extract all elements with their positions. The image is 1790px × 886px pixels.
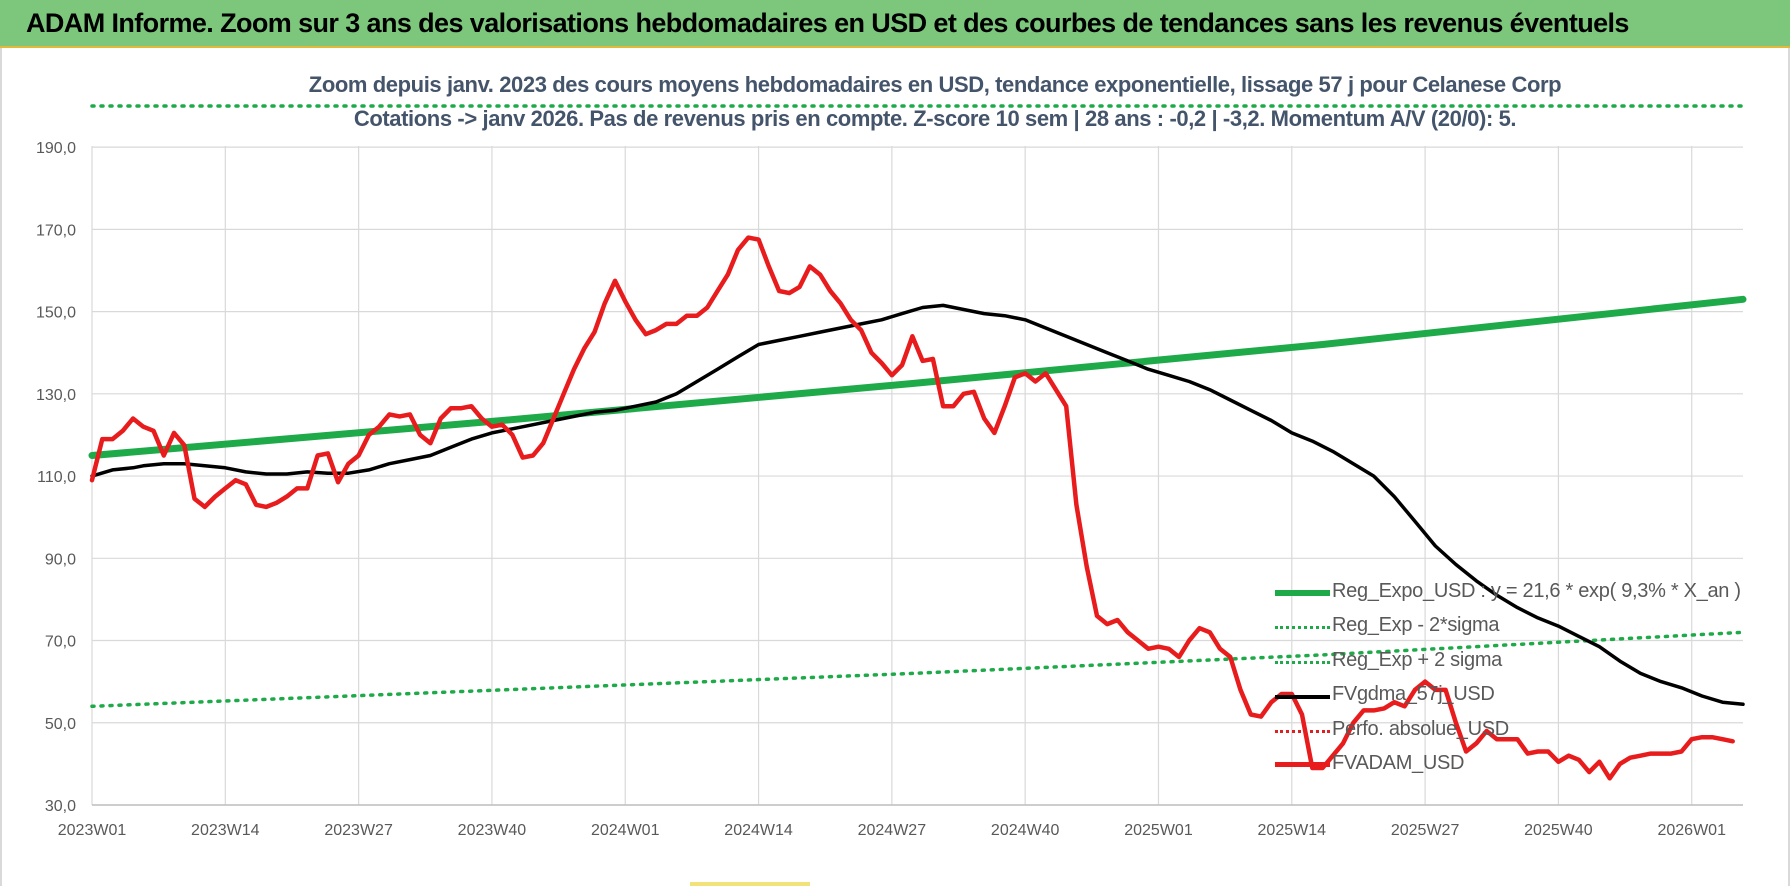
y-tick-label: 190,0 xyxy=(36,140,76,157)
legend-swatch-reg-expo xyxy=(1275,590,1330,596)
y-tick-label: 90,0 xyxy=(45,551,76,568)
x-tick-label: 2024W40 xyxy=(991,822,1060,839)
legend-swatch-reg-exp-plus xyxy=(1275,660,1330,664)
x-tick-label: 2026W01 xyxy=(1657,822,1726,839)
chart-frame xyxy=(0,48,1790,886)
y-tick-label: 110,0 xyxy=(37,469,76,486)
series-fvgdma-line xyxy=(90,303,1745,707)
chart-title: Zoom depuis janv. 2023 des cours moyens … xyxy=(308,72,1562,97)
x-tick-label: 2023W27 xyxy=(324,822,393,839)
legend-item-reg-exp-plus: Reg_Exp + 2 sigma xyxy=(1275,647,1775,681)
chart-series xyxy=(88,104,1747,781)
legend-item-fvgdma: FVgdma_57j_USD xyxy=(1275,681,1775,715)
chart-subtitle: Cotations -> janv 2026. Pas de revenus p… xyxy=(353,106,1517,131)
x-tick-label: 2023W40 xyxy=(458,822,527,839)
legend-swatch-perfo xyxy=(1275,729,1330,733)
series-reg-expo-line xyxy=(88,295,1747,459)
legend-item-perfo: Perfo. absolue_USD xyxy=(1275,716,1775,750)
y-tick-label: 130,0 xyxy=(36,387,76,404)
legend-label-reg-exp-plus: Reg_Exp + 2 sigma xyxy=(1332,648,1502,671)
x-tick-label: 2025W14 xyxy=(1258,822,1327,839)
legend-label-reg-exp-minus: Reg_Exp - 2*sigma xyxy=(1332,614,1500,637)
report-title: ADAM Informe. Zoom sur 3 ans des valoris… xyxy=(26,8,1629,38)
legend-label-perfo: Perfo. absolue_USD xyxy=(1332,717,1509,740)
x-tick-label: 2025W01 xyxy=(1124,822,1193,839)
y-tick-label: 150,0 xyxy=(36,305,76,322)
x-axis-ticks: 2023W01 2023W14 2023W27 2023W40 2024W01 2024W… xyxy=(58,822,1726,839)
x-tick-label: 2024W27 xyxy=(858,822,927,839)
legend-label-reg-expo: Reg_Expo_USD : y = 21,6 * exp( 9,3% * X_… xyxy=(1332,580,1741,602)
y-tick-label: 30,0 xyxy=(45,798,76,815)
legend-swatch-fvadam xyxy=(1275,761,1330,767)
chart-grid xyxy=(91,146,1743,806)
x-tick-label: 2023W14 xyxy=(191,822,260,839)
series-reg-exp-minus-line xyxy=(90,630,1745,709)
x-tick-label: 2025W40 xyxy=(1524,822,1593,839)
y-axis-ticks: 30,0 50,0 70,0 90,0 110,0 130,0 150,0 170,0 190,… xyxy=(36,140,76,815)
bottom-accent-strip xyxy=(690,882,810,886)
legend-item-reg-expo: Reg_Expo_USD : y = 21,6 * exp( 9,3% * X_… xyxy=(1275,578,1775,612)
x-tick-label: 2025W27 xyxy=(1391,822,1460,839)
series-fvadam-line xyxy=(89,235,1735,781)
legend-item-fvadam: FVADAM_USD xyxy=(1275,750,1775,784)
chart-legend: Reg_Expo_USD : y = 21,6 * exp( 9,3% * X_… xyxy=(1275,578,1775,784)
report-header: ADAM Informe. Zoom sur 3 ans des valoris… xyxy=(0,0,1790,48)
x-tick-label: 2023W01 xyxy=(58,822,127,839)
legend-swatch-fvgdma xyxy=(1275,695,1330,700)
x-tick-label: 2024W14 xyxy=(724,822,793,839)
legend-item-reg-exp-minus: Reg_Exp - 2*sigma xyxy=(1275,612,1775,646)
legend-label-fvadam: FVADAM_USD xyxy=(1332,751,1465,774)
legend-label-fvgdma: FVgdma_57j_USD xyxy=(1332,683,1495,706)
legend-swatch-reg-exp-minus xyxy=(1275,626,1330,630)
y-tick-label: 50,0 xyxy=(45,716,76,733)
y-tick-label: 70,0 xyxy=(45,634,76,651)
y-tick-label: 170,0 xyxy=(36,222,76,239)
x-tick-label: 2024W01 xyxy=(591,822,660,839)
